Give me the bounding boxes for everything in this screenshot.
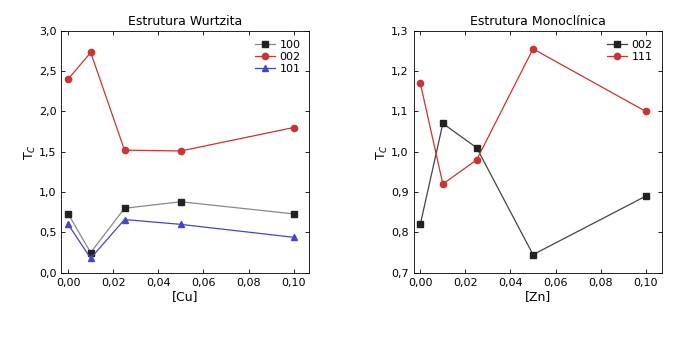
Y-axis label: T$_C$: T$_C$ [374, 144, 389, 160]
Y-axis label: T$_C$: T$_C$ [23, 144, 38, 160]
100 [64, 212, 72, 216]
Legend: 100, 002, 101: 100, 002, 101 [252, 36, 303, 77]
111 [416, 81, 424, 85]
100 [121, 206, 129, 210]
111 [439, 182, 447, 186]
Title: Estrutura Monoclínica: Estrutura Monoclínica [470, 15, 606, 28]
101 [289, 235, 297, 239]
002 [289, 125, 297, 130]
002 [439, 121, 447, 125]
101 [121, 218, 129, 222]
Line: 002: 002 [65, 49, 297, 154]
002 [177, 149, 185, 153]
Line: 002: 002 [417, 120, 649, 258]
X-axis label: [Zn]: [Zn] [524, 291, 550, 303]
Line: 101: 101 [65, 217, 297, 262]
002 [642, 194, 650, 198]
Legend: 002, 111: 002, 111 [604, 36, 656, 65]
101 [64, 222, 72, 226]
002 [87, 50, 95, 55]
100 [87, 251, 95, 255]
002 [529, 253, 537, 257]
111 [473, 158, 481, 162]
002 [473, 146, 481, 150]
111 [642, 109, 650, 114]
Title: Estrutura Wurtzita: Estrutura Wurtzita [128, 15, 243, 28]
002 [416, 222, 424, 226]
100 [289, 212, 297, 216]
101 [87, 256, 95, 260]
Line: 111: 111 [417, 46, 649, 187]
002 [64, 77, 72, 81]
002 [121, 148, 129, 152]
111 [529, 47, 537, 51]
101 [177, 222, 185, 226]
100 [177, 200, 185, 204]
X-axis label: [Cu]: [Cu] [172, 291, 198, 303]
Line: 100: 100 [65, 199, 297, 256]
